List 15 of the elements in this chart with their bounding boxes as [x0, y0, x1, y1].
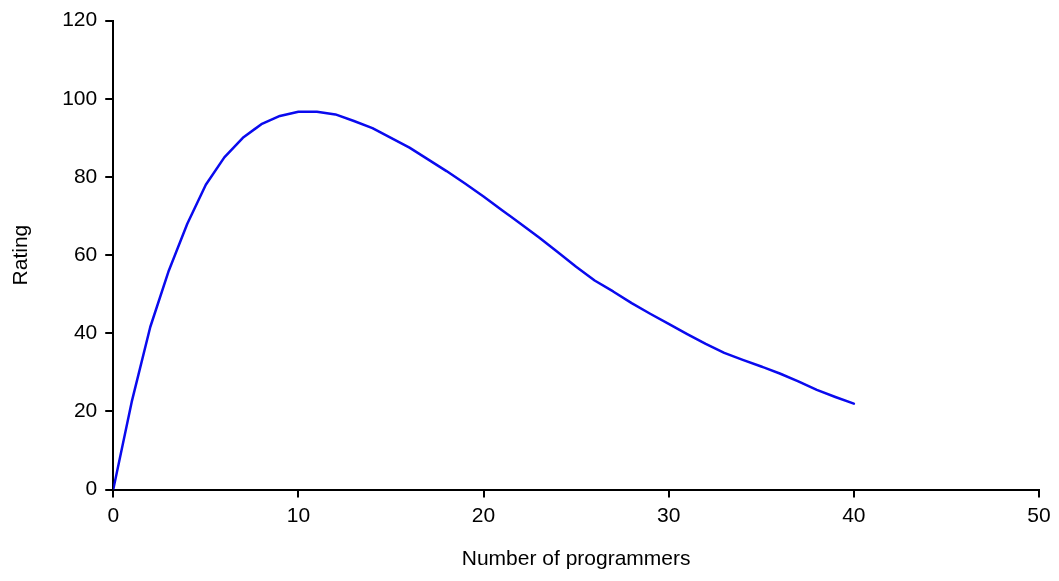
y-tick-label: 60	[73, 241, 98, 265]
x-tick-label: 10	[286, 503, 311, 526]
x-tick-label: 50	[1027, 503, 1051, 526]
x-tick-label: 30	[657, 503, 681, 526]
y-tick-label: 0	[85, 476, 98, 500]
y-tick-label: 20	[73, 398, 98, 422]
y-tick-label: 120	[62, 7, 98, 31]
y-tick-label: 100	[62, 85, 98, 109]
x-axis-title: Number of programmers	[461, 546, 691, 570]
y-tick-label: 80	[73, 163, 98, 187]
x-tick-label: 0	[107, 503, 120, 526]
x-tick-label: 20	[471, 503, 496, 526]
y-axis-title: Rating	[8, 224, 32, 286]
x-tick-label: 40	[842, 503, 866, 526]
y-tick-label: 40	[73, 320, 98, 344]
